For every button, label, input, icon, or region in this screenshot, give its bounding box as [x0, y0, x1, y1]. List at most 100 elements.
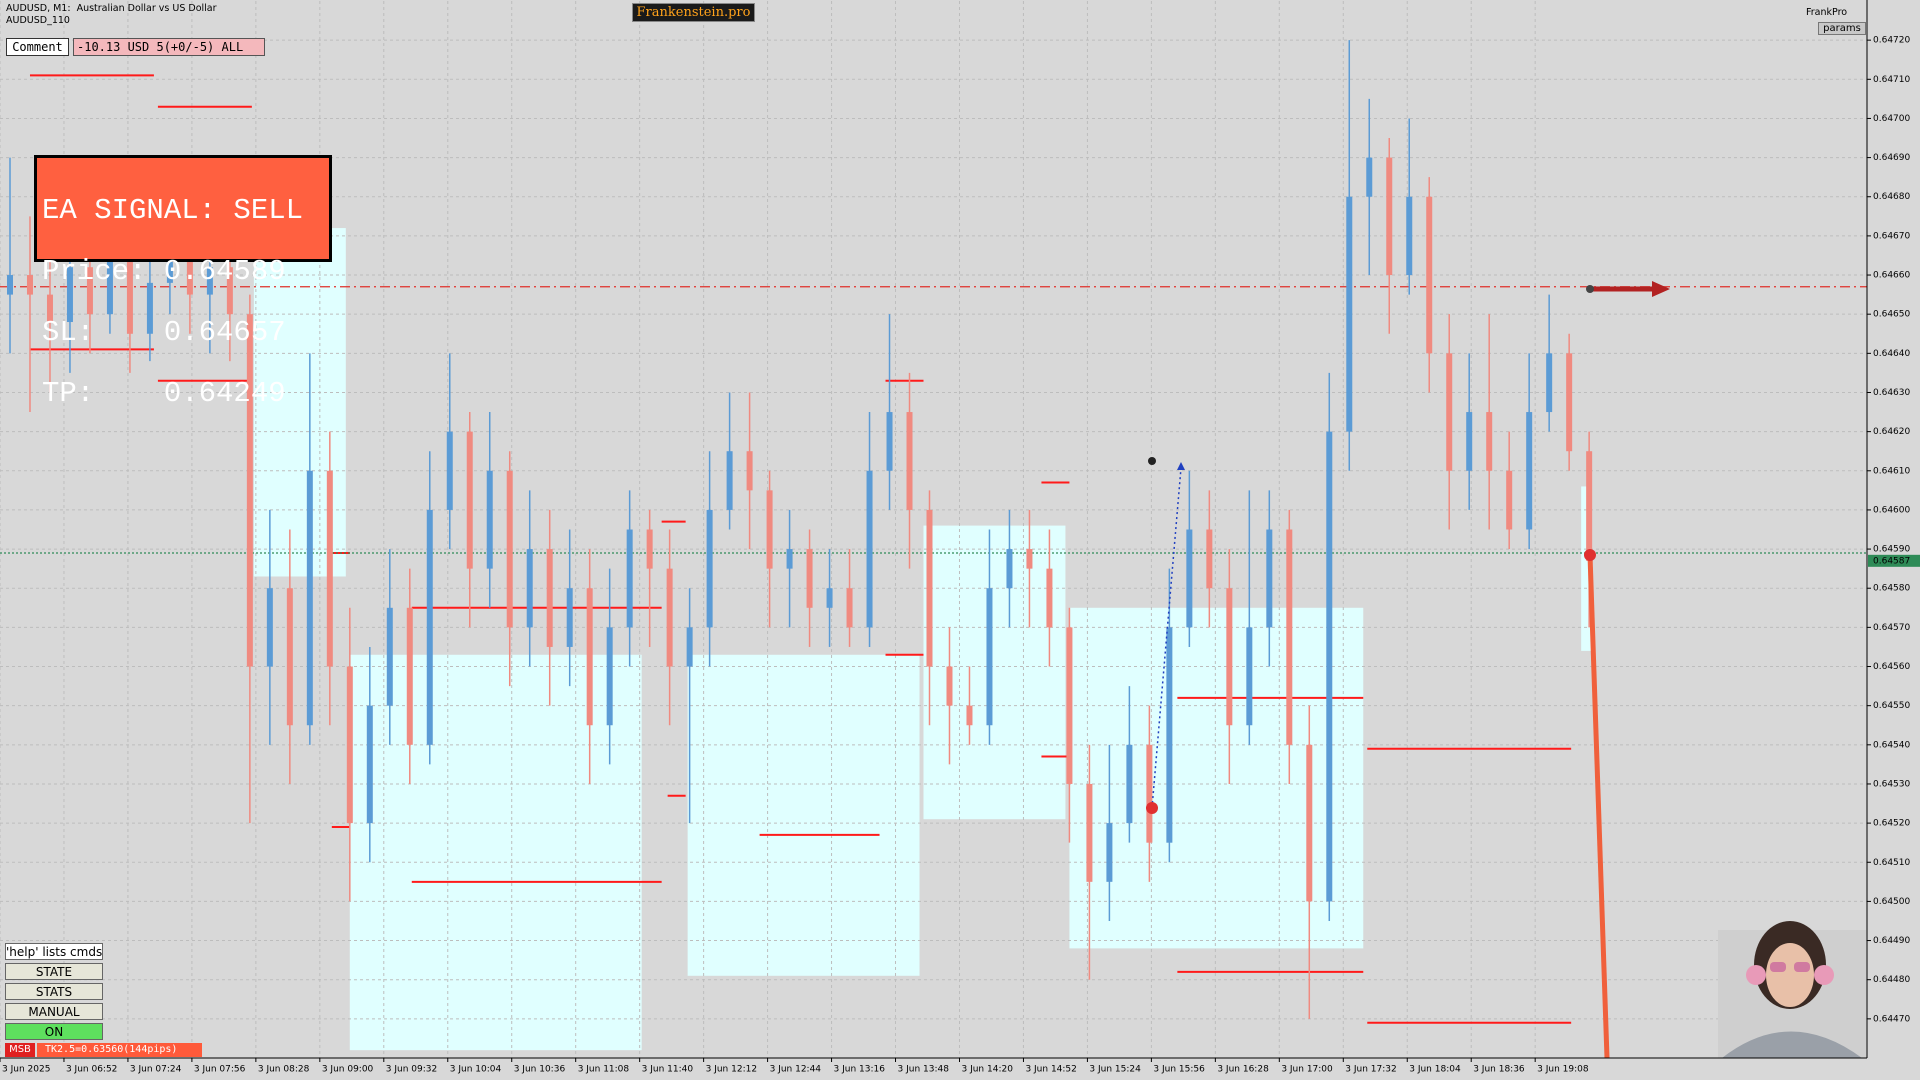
zone — [1581, 486, 1592, 651]
x-tick-label: 3 Jun 09:32 — [386, 1065, 437, 1075]
candle-body — [1166, 627, 1173, 843]
x-tick-label: 3 Jun 07:56 — [194, 1065, 246, 1075]
on-button[interactable]: ON — [5, 1023, 103, 1040]
candle-body — [666, 568, 673, 667]
y-tick-label: 0.64590 — [1873, 545, 1910, 555]
x-tick-label: 3 Jun 18:36 — [1473, 1065, 1525, 1075]
manual-button[interactable]: MANUAL — [5, 1003, 103, 1020]
candle-body — [266, 588, 273, 667]
candle-body — [1106, 823, 1113, 882]
trade-link — [1151, 467, 1182, 809]
entry-marker — [1584, 549, 1596, 561]
y-tick-label: 0.64690 — [1873, 153, 1910, 163]
candle-body — [466, 431, 473, 569]
candle-body — [1126, 744, 1133, 824]
candle-body — [846, 588, 853, 628]
candle-body — [166, 243, 173, 283]
candle-body — [866, 470, 873, 628]
y-tick-label: 0.64720 — [1873, 36, 1910, 46]
candle-body — [606, 627, 613, 726]
candle-body — [766, 490, 773, 569]
y-tick-label: 0.64570 — [1873, 623, 1910, 633]
x-tick-label: 3 Jun 14:20 — [961, 1065, 1013, 1075]
chart-title: AUDUSD, M1: Australian Dollar vs US Doll… — [6, 3, 217, 14]
avatar-headphone-l — [1746, 965, 1766, 985]
candle-body — [1466, 412, 1473, 471]
candle-body — [86, 267, 93, 315]
sl-arrow-head — [1652, 281, 1670, 297]
x-tick-label: 3 Jun 10:04 — [450, 1065, 502, 1075]
candle-body — [226, 267, 233, 315]
x-tick-label: 3 Jun 11:08 — [578, 1065, 630, 1075]
x-tick-label: 3 Jun 14:52 — [1025, 1065, 1076, 1075]
y-tick-label: 0.64660 — [1873, 271, 1910, 281]
candle-body — [26, 275, 33, 295]
plot-area — [0, 1, 1867, 1058]
y-tick-label: 0.64470 — [1873, 1014, 1910, 1024]
candle-body — [1486, 412, 1493, 471]
candle-body — [66, 267, 73, 323]
x-tick-label: 3 Jun 18:04 — [1409, 1065, 1461, 1075]
candle-body — [1006, 549, 1013, 589]
candle-body — [1026, 549, 1033, 569]
state-button[interactable]: STATE — [5, 963, 103, 980]
candle-body — [326, 470, 333, 667]
candle-body — [946, 666, 953, 706]
y-tick-label: 0.64480 — [1873, 975, 1910, 985]
candle-body — [446, 431, 453, 510]
candle-body — [186, 243, 193, 295]
candle-body — [786, 549, 793, 569]
y-tick-label: 0.64580 — [1873, 584, 1910, 594]
x-tick-label: 3 Jun 09:00 — [322, 1065, 374, 1075]
x-tick-label: 3 Jun 12:44 — [770, 1065, 822, 1075]
candle-body — [286, 588, 293, 726]
avatar-face — [1766, 943, 1814, 1007]
chart-subtitle: AUDUSD_110 — [6, 15, 70, 26]
y-tick-label: 0.64650 — [1873, 310, 1910, 320]
y-tick-label: 0.64550 — [1873, 701, 1910, 711]
signal-line: Price: 0.64589 — [42, 255, 286, 288]
x-tick-label: 3 Jun 13:16 — [834, 1065, 886, 1075]
candle-body — [46, 294, 53, 323]
comment-button[interactable]: Comment — [6, 38, 69, 56]
x-tick-label: 3 Jun 2025 — [2, 1065, 50, 1075]
candle-body — [1566, 353, 1573, 452]
candle-body — [1366, 157, 1373, 197]
candle-body — [306, 470, 313, 726]
x-tick-label: 3 Jun 16:28 — [1217, 1065, 1269, 1075]
msb-button[interactable]: MSB — [5, 1043, 35, 1057]
stats-button[interactable]: STATS — [5, 983, 103, 1000]
params-button[interactable]: params — [1818, 22, 1866, 35]
candle-body — [626, 529, 633, 628]
candle-body — [1546, 353, 1553, 413]
x-tick-label: 3 Jun 15:56 — [1153, 1065, 1205, 1075]
candle-body — [1346, 196, 1353, 432]
axes: 0.64470 0.64480 0.64490 0.64500 0.64510 0.645… — [0, 36, 1920, 1075]
y-tick-label: 0.64610 — [1873, 466, 1910, 476]
avatar — [1718, 921, 1866, 1058]
trade-decorations — [1146, 281, 1866, 1059]
candle-body — [1266, 529, 1273, 628]
avatar-glasses-r — [1794, 962, 1810, 972]
candle-body — [146, 282, 153, 334]
candle-body — [1386, 157, 1393, 276]
candle-body — [1446, 353, 1453, 471]
signal-line: TP: 0.64249 — [42, 377, 286, 410]
candle-body — [906, 412, 913, 510]
help-button[interactable]: 'help' lists cmds — [5, 943, 103, 960]
signal-panel: EA SIGNAL: SELL Price: 0.64589 SL: 0.646… — [34, 155, 332, 408]
skull-marker — [1148, 457, 1156, 465]
candle-body — [1586, 451, 1593, 561]
y-tick-label: 0.64490 — [1873, 936, 1910, 946]
candle-body — [886, 412, 893, 471]
bid-tag — [1868, 554, 1920, 567]
candle-body — [1086, 783, 1093, 882]
sl-marker — [1586, 285, 1594, 293]
signal-line: SL: 0.64657 — [42, 316, 286, 349]
candle-body — [726, 451, 733, 510]
candle-body — [1186, 529, 1193, 628]
candle-body — [346, 666, 353, 824]
zone — [923, 525, 1066, 820]
x-tick-label: 3 Jun 08:28 — [258, 1065, 310, 1075]
